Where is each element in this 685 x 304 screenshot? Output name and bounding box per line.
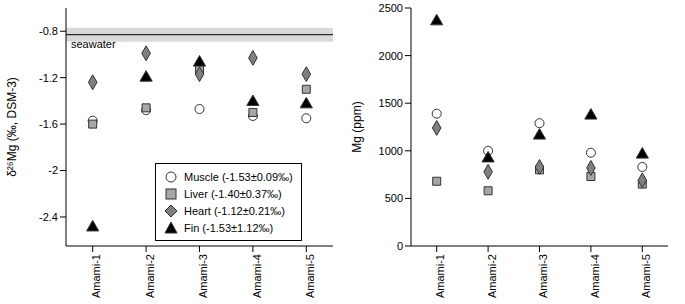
html-text:Heart (-1.12±0.21‰): Heart (-1.12±0.21‰) (184, 204, 285, 217)
svg-text:seawater: seawater (71, 38, 116, 50)
svg-text:Amami-4: Amami-4 (251, 254, 263, 298)
svg-text:1000: 1000 (379, 145, 403, 157)
svg-text:0: 0 (397, 240, 403, 252)
svg-text:Amami-1: Amami-1 (435, 254, 447, 298)
svg-text:Mg (ppm): Mg (ppm) (350, 101, 364, 152)
svg-text:-1.6: -1.6 (39, 118, 58, 130)
html-text:Muscle (-1.53±0.09‰): Muscle (-1.53±0.09‰) (184, 170, 293, 183)
svg-text:Amami-3: Amami-3 (537, 254, 549, 298)
svg-text:δ²⁶Mg (‰, DSM-3): δ²⁶Mg (‰, DSM-3) (5, 77, 19, 177)
svg-text:Amami-2: Amami-2 (144, 254, 156, 298)
svg-text:-0.8: -0.8 (39, 25, 58, 37)
svg-text:-2: -2 (48, 164, 58, 176)
svg-text:Amami-1: Amami-1 (91, 254, 103, 298)
html-text:Liver (-1.40±0.37‰): Liver (-1.40±0.37‰) (184, 187, 282, 200)
svg-text:2000: 2000 (379, 50, 403, 62)
svg-text:-2.4: -2.4 (39, 211, 58, 223)
svg-text:1500: 1500 (379, 97, 403, 109)
svg-text:Amami-3: Amami-3 (197, 254, 209, 298)
svg-text:Amami-5: Amami-5 (304, 254, 316, 298)
svg-text:2500: 2500 (379, 2, 403, 14)
svg-text:-1.2: -1.2 (39, 72, 58, 84)
svg-text:Amami-5: Amami-5 (640, 254, 652, 298)
html-text:Fin (-1.53±1.12‰): Fin (-1.53±1.12‰) (184, 221, 274, 234)
svg-text:Amami-2: Amami-2 (486, 254, 498, 298)
svg-text:Amami-4: Amami-4 (589, 254, 601, 298)
svg-text:500: 500 (385, 192, 403, 204)
